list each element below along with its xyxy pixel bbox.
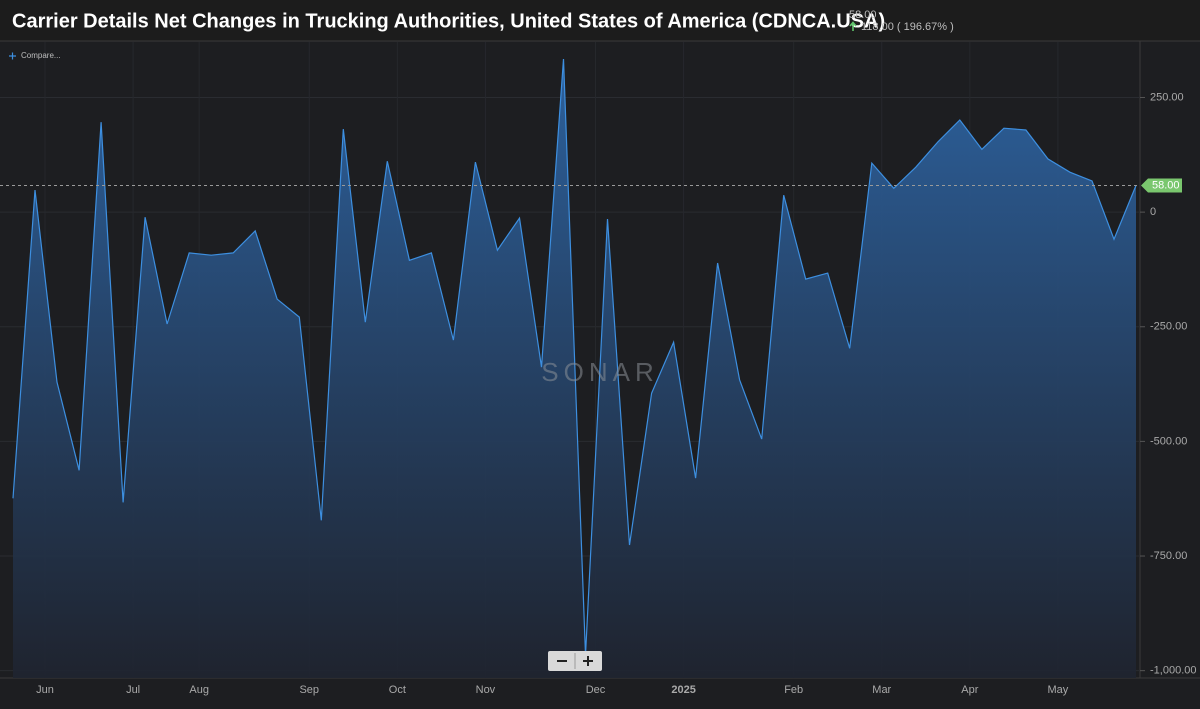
x-tick-label: Oct	[389, 684, 406, 696]
x-tick-label: Dec	[586, 684, 606, 696]
x-tick-label: Aug	[189, 684, 209, 696]
x-tick-label: Feb	[784, 684, 803, 696]
compare-button[interactable]: Compare...	[9, 51, 61, 60]
x-tick-label: May	[1048, 684, 1069, 696]
x-tick-label: Sep	[299, 684, 319, 696]
header-bar	[0, 0, 1200, 41]
chart-title: Carrier Details Net Changes in Trucking …	[12, 10, 885, 32]
y-tick-label: 0	[1150, 206, 1156, 218]
x-tick-label: Jun	[36, 684, 54, 696]
watermark: SONAR	[541, 357, 658, 387]
x-tick-label: Mar	[872, 684, 891, 696]
y-tick-label: -500.00	[1150, 435, 1187, 447]
x-tick-label: Nov	[476, 684, 496, 696]
y-tick-label: -750.00	[1150, 550, 1187, 562]
compare-label[interactable]: Compare...	[21, 51, 61, 60]
x-tick-label: Jul	[126, 684, 140, 696]
plus-icon	[9, 52, 16, 60]
y-tick-label: 250.00	[1150, 91, 1184, 103]
last-value-flag	[1141, 178, 1182, 193]
change: 118.00 ( 196.67% )	[861, 21, 954, 33]
last-value: 58.00	[849, 9, 877, 21]
zoom-in[interactable]	[583, 656, 593, 666]
last-value-label: 58.00	[1152, 179, 1180, 191]
x-tick-label: 2025	[671, 684, 695, 696]
line	[12, 58, 1137, 656]
y-tick-label: -1,000.00	[1150, 665, 1196, 677]
zoom-controls	[548, 651, 602, 671]
up-arrow	[849, 21, 857, 31]
x-tick-label: Apr	[961, 684, 978, 696]
y-tick-label: -250.00	[1150, 321, 1187, 333]
